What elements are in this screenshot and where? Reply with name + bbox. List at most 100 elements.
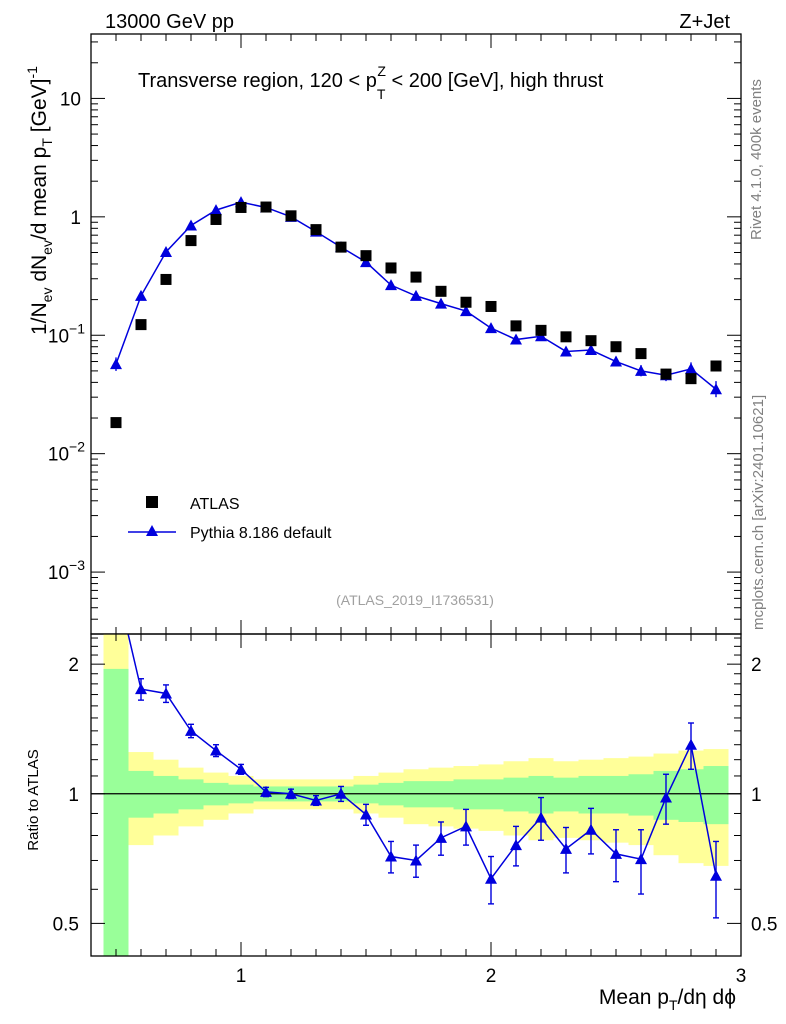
atlas-point [510, 320, 522, 332]
ytick-exponent: −1 [69, 320, 85, 336]
mc-point [560, 345, 572, 357]
ratio-band-inner [503, 777, 529, 812]
ratio-point [185, 724, 197, 736]
xlabel-sub-T: T [669, 997, 678, 1013]
header-right: Z+Jet [679, 11, 730, 33]
ratio-band-inner [628, 774, 654, 816]
ratio-point [360, 808, 372, 820]
atlas-point [135, 319, 147, 331]
ratio-xtick-label: 1 [236, 966, 247, 987]
atlas-point [185, 235, 197, 247]
ratio-band-inner [603, 775, 629, 814]
atlas-point [360, 250, 372, 262]
mc-point [435, 297, 447, 309]
ylabel-sub-ev: ev [39, 288, 55, 303]
ratio-point [135, 683, 147, 695]
ratio-band-inner [153, 775, 179, 814]
ratio-ytick-label-right: 0.5 [751, 914, 777, 935]
main-ytick-label: 10−1 [48, 320, 85, 347]
rivet-label: Rivet 4.1.0, 400k events [748, 79, 765, 240]
ratio-point [260, 785, 272, 797]
title-subscript: T [377, 86, 386, 102]
main-ylabel: 1/Nev dNev/d mean pT [GeV]-1 [24, 66, 55, 335]
mc-point [360, 256, 372, 268]
ratio-point [385, 850, 397, 862]
atlas-point [335, 241, 347, 253]
ratio-ytick-label-left: 1 [68, 785, 79, 806]
mc-point [160, 245, 172, 257]
mc-point [585, 344, 597, 356]
atlas-point [535, 324, 547, 336]
ratio-point [710, 869, 722, 881]
ratio-point [235, 763, 247, 775]
xlabel-part-1: Mean p [599, 986, 669, 1009]
atlas-point [685, 373, 697, 385]
atlas-point [560, 331, 572, 343]
ratio-point [660, 791, 672, 803]
ratio-point [610, 847, 622, 859]
ratio-axes: 1 2 3 0.5 0.5 1 1 2 2 [53, 634, 777, 987]
ratio-band-inner [703, 766, 729, 825]
atlas-point [160, 273, 172, 285]
main-ytick-label: 10−3 [48, 557, 85, 584]
legend-marker-pythia [146, 525, 158, 536]
ylabel-sup: -1 [24, 66, 40, 79]
ratio-point [435, 831, 447, 843]
ratio-ylabel: Ratio to ATLAS [25, 749, 42, 850]
ratio-point [510, 839, 522, 851]
ylabel-sub-ev-2: ev [39, 240, 55, 255]
ratio-point [485, 872, 497, 884]
header-left: 13000 GeV pp [105, 11, 234, 33]
ylabel-part: 1/N [28, 302, 51, 335]
main-ytick-label: 1 [70, 208, 81, 229]
ratio-point [160, 687, 172, 699]
main-ytick-label: 10−2 [48, 439, 85, 466]
atlas-point [635, 348, 647, 360]
ratio-point [560, 842, 572, 854]
atlas-point [410, 271, 422, 283]
mc-point [485, 322, 497, 334]
ratio-point [335, 787, 347, 799]
mc-point [710, 383, 722, 395]
main-plot-content [110, 196, 722, 429]
main-title: Transverse region, 120 < pTZ < 200 [GeV]… [138, 63, 604, 102]
mc-point [385, 279, 397, 291]
xlabel-part-2: /dη dϕ [678, 986, 736, 1009]
ratio-point [460, 820, 472, 832]
ratio-band-inner [578, 775, 604, 814]
atlas-point [485, 300, 497, 312]
ratio-point [285, 787, 297, 799]
ytick-base: 10 [48, 445, 69, 466]
ratio-point [585, 823, 597, 835]
ratio-xtick-label: 3 [736, 966, 747, 987]
atlas-point [235, 201, 247, 213]
mc-point [460, 305, 472, 317]
main-frame [90, 33, 742, 635]
title-superscript: Z [377, 63, 386, 79]
ratio-xtick-label: 2 [486, 966, 497, 987]
ytick-exponent: −2 [69, 439, 85, 455]
ratio-band-inner [103, 668, 129, 956]
ratio-series-group [127, 634, 722, 919]
atlas-point [260, 201, 272, 213]
mcplots-label: mcplots.cern.ch [arXiv:2401.10621] [750, 395, 767, 630]
mc-point [635, 364, 647, 376]
mc-point [510, 333, 522, 345]
ratio-point [410, 854, 422, 866]
ratio-point [210, 744, 222, 756]
mc-point [685, 362, 697, 374]
ratio-point [535, 811, 547, 823]
legend-marker-atlas [146, 496, 158, 508]
ratio-ytick-label-right: 1 [751, 785, 762, 806]
mc-point [610, 355, 622, 367]
ytick-base: 10 [48, 326, 69, 347]
ylabel-part-dN: dN [28, 255, 51, 288]
atlas-point [435, 285, 447, 297]
mc-point [185, 219, 197, 231]
ylabel-part-mean: /d mean p [28, 147, 51, 240]
mc-point [210, 204, 222, 216]
ratio-point [310, 794, 322, 806]
ratio-plot-content [91, 634, 741, 956]
